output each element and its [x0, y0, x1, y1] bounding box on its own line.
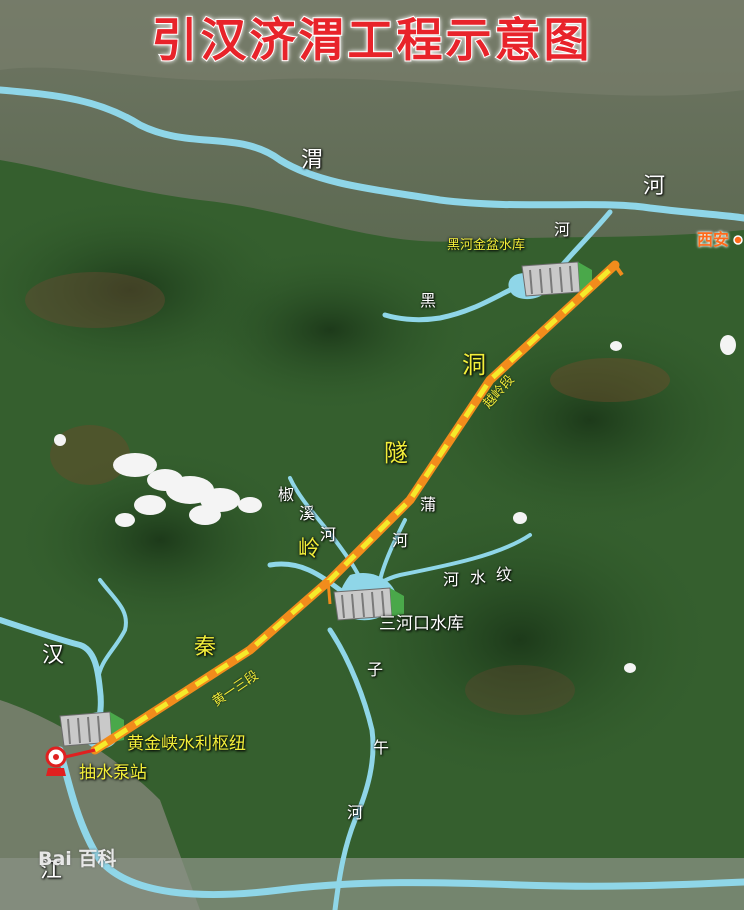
- tunnel-junction: [326, 579, 332, 605]
- han-river: [56, 746, 744, 899]
- ziwu-river: [327, 627, 376, 910]
- pu-river: [378, 518, 407, 582]
- wenshui-label-3: 纹: [496, 565, 513, 584]
- heihe-label-2: 黑: [420, 291, 437, 310]
- pu-river-label-2: 河: [392, 531, 409, 550]
- brown-patch-3: [50, 425, 130, 485]
- jiaoxi-label-3: 河: [320, 525, 337, 544]
- xian-label: 西安: [697, 230, 730, 249]
- qinling-label-1: 秦: [194, 635, 217, 660]
- heihe-reservoir-label: 黑河金盆水库: [447, 238, 526, 253]
- wenshui-label-2: 水: [470, 568, 487, 587]
- plain-haze: [0, 0, 744, 96]
- brown-patch-2: [550, 358, 670, 402]
- jiaoxi-label-2: 溪: [299, 504, 316, 523]
- rivers: [0, 86, 744, 910]
- pump-station-icon: [45, 746, 96, 776]
- pump-station-label: 抽水泵站: [79, 763, 147, 783]
- baike-watermark: Bai 百科: [38, 848, 117, 870]
- sanhekou-dam-icon: [333, 587, 404, 621]
- xian-dot: [733, 235, 743, 245]
- ridge-central: [190, 250, 470, 410]
- wei-river-label-1: 渭: [301, 148, 324, 173]
- han-label-1: 汉: [42, 643, 65, 668]
- tunnel-outlet: [613, 263, 624, 277]
- sanhekou-reservoir-label: 三河口水库: [379, 614, 464, 634]
- tunnel-label-1: 洞: [462, 351, 486, 379]
- clouds: [54, 335, 736, 673]
- brown-patch-1: [25, 272, 165, 328]
- wenshui-label-1: 河: [443, 570, 460, 589]
- huangjinxia-hub-label: 黄金峡水利枢纽: [127, 734, 246, 754]
- han-upper: [96, 578, 128, 682]
- map-title: 引汉济渭工程示意图: [151, 12, 593, 68]
- jiaoxi-label-1: 椒: [278, 485, 295, 504]
- ziwu-label-1: 子: [367, 660, 384, 679]
- wei-river-label-2: 河: [643, 174, 666, 199]
- ziwu-label-3: 河: [347, 803, 364, 822]
- tunnel-route-dash: [93, 263, 617, 753]
- tunnel-label-2: 隧: [384, 439, 408, 467]
- ziwu-label-2: 午: [373, 738, 390, 757]
- han-tributary: [0, 617, 104, 728]
- qinling-label-2: 岭: [298, 537, 321, 562]
- pu-river-label-1: 蒲: [420, 495, 437, 514]
- han-label-2: 江: [40, 858, 63, 883]
- wei-river: [0, 86, 744, 222]
- heihe-label-1: 河: [554, 220, 571, 239]
- brown-patch-4: [465, 665, 575, 715]
